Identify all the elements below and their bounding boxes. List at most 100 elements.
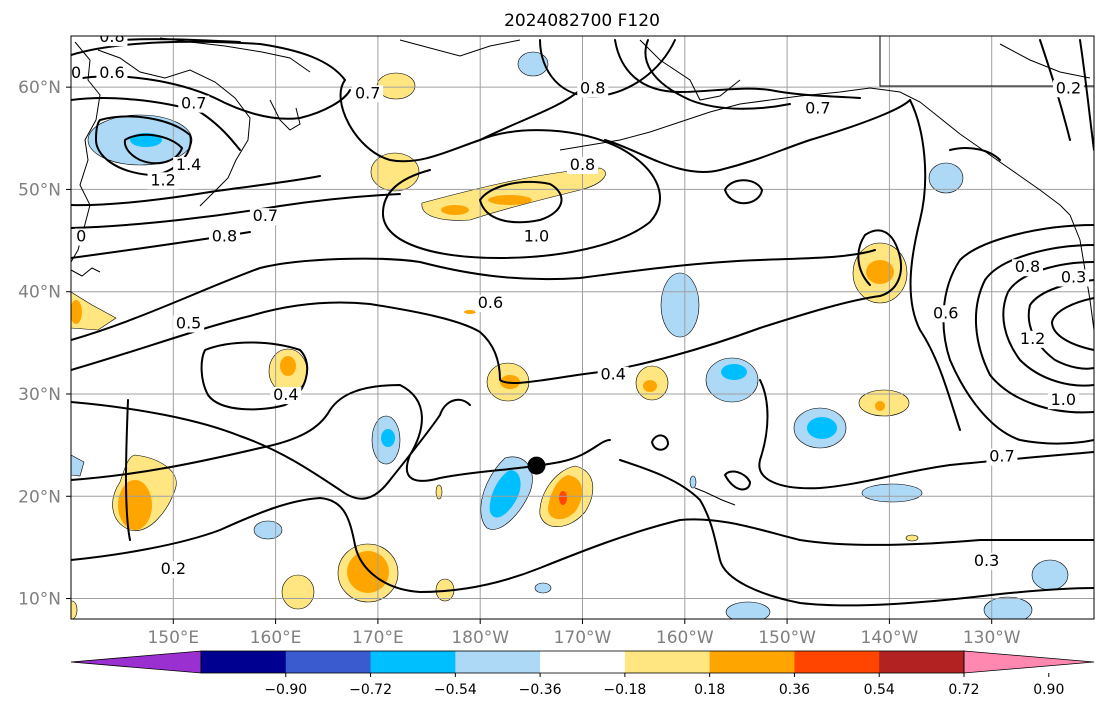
contour-line [71,193,401,229]
shade-positive [441,205,469,215]
contour-label: 0.8 [1015,257,1040,276]
contour-label: 0.7 [989,446,1014,465]
colorbar-segment [709,651,795,673]
contour-label: 1.4 [176,155,201,174]
contour-line [644,39,791,110]
shade-negative [689,475,697,489]
contour-line [71,75,351,120]
lon-tick-label: 160°W [656,628,714,648]
contour-line [942,224,1094,445]
lon-tick-label: 150°W [758,628,816,648]
shade-positive [118,480,152,530]
contour-label-bg [577,80,609,98]
shade-positive [875,401,885,411]
shade-positive [464,310,476,314]
longitude-ticks: 150°E 160°E 170°E 180°W 170°W 160°W 150°W 140°W… [147,619,1021,648]
lat-tick-label: 30°N [18,385,61,405]
contour-line [1051,297,1094,351]
contour-label-bg [173,156,205,174]
lon-tick-label: 140°W [861,628,919,648]
contour-line [123,133,183,165]
colorbar-ticks: −0.90 −0.72 −0.54 −0.36 −0.18 0.18 0.36 0.54 0.7… [264,673,1064,698]
shade-positive [71,291,117,331]
arctic-coastline [999,43,1091,79]
shade-positive [71,600,78,619]
lon-tick-label: 180°W [451,628,509,648]
contour-label-bg [71,64,83,82]
contour-line [71,497,1094,593]
shade-negative [725,601,771,619]
contour-label-bg [1058,269,1090,287]
colorbar-segment [285,651,372,673]
shade-positive [643,380,657,392]
contour-label-bg [74,228,88,246]
contour-line [381,129,661,259]
shade-positive [488,195,532,205]
graticule [71,36,1094,619]
contour-label-bg [1012,259,1044,277]
shade-negative [807,417,837,439]
shade-negative [861,483,923,503]
shade-negative [130,133,162,147]
contour-label-bg [1052,80,1084,98]
contour-label: 0 [76,227,86,246]
shade-negative [534,582,552,594]
contour-label: 0.2 [1056,78,1081,97]
contour-label: 0.8 [580,78,605,97]
colorbar-tick-label: 0.54 [864,682,895,698]
shade-positive [71,300,82,324]
contour-lines [71,38,1094,607]
contour-line [71,175,321,207]
contour-line [1079,39,1094,151]
contour-label-bg [520,228,552,246]
shade-negative [928,162,964,194]
contour-line [200,341,309,411]
contour-line [651,434,669,451]
shade-positive [370,152,420,192]
contour-line [125,399,131,541]
shade-negative [660,272,700,338]
alaska-west-coastline [639,39,741,101]
contour-label: 0 [71,63,81,82]
map-area: 0.80.60.71.41.20.80.70.50.7 0.80.80.71.00… [71,27,1094,619]
japan-coastline [71,267,101,277]
colorbar-outline [200,650,965,674]
contour-label: 0.4 [600,365,625,384]
contour-label: 0.6 [933,303,958,322]
contour-label-bg [986,448,1018,466]
contour-line [71,384,611,482]
contour-label: 0.8 [570,155,595,174]
contour-line [71,295,881,384]
contour-label: 0.7 [805,99,830,118]
contour-label: 1.0 [524,227,549,246]
colorbar-tick-label: −0.90 [264,682,307,698]
colorbar-tick-label: −0.72 [349,682,392,698]
contour-label-bg [567,156,598,174]
lat-tick-label: 60°N [18,78,61,98]
lat-tick-label: 40°N [18,283,61,303]
lon-tick-label: 160°E [250,628,302,648]
contour-label-bg [1017,330,1049,348]
contour-label-bg [173,315,205,333]
colorbar-tick-label: −0.54 [434,682,477,698]
shade-positive [421,167,606,221]
contour-label-bg [1047,392,1079,410]
contour-label-bg [249,208,281,226]
colorbar-segment [370,651,456,673]
shade-negative [983,596,1033,619]
lon-tick-label: 130°W [963,628,1021,648]
contour-label: 1.2 [150,170,175,189]
contour-label: 0.8 [99,27,124,46]
contour-labels: 0.80.60.71.41.20.80.70.50.7 0.80.80.71.00… [71,27,1090,578]
contour-label-bg [971,552,1003,570]
lon-tick-label: 170°E [352,628,404,648]
contour-label: 0.7 [181,94,206,113]
contour-label: 0.3 [1061,267,1086,286]
chukotka-coastline [399,39,521,57]
contour-line [71,249,876,341]
contour-label: 0.6 [478,293,503,312]
contour-label: 0.7 [253,206,278,225]
contour-line [1002,261,1094,387]
lat-tick-label: 50°N [18,180,61,200]
contour-line [724,470,751,491]
